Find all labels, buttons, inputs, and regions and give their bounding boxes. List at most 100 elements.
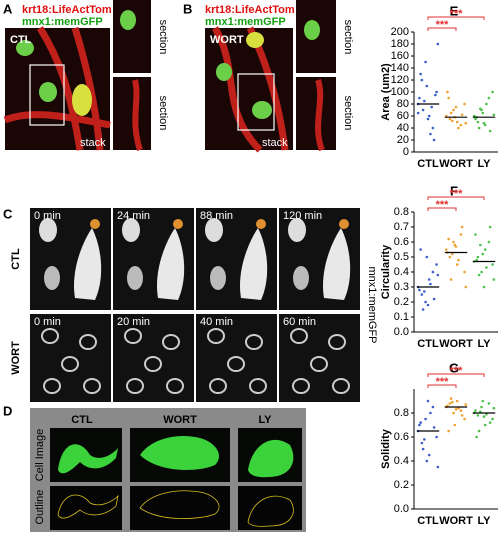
condition-label: WORT: [210, 34, 244, 46]
data-point: [464, 285, 468, 289]
significance-label: ***: [436, 376, 450, 388]
row-label: Cell Image: [34, 429, 46, 482]
image: [238, 486, 302, 530]
image-detail: [310, 356, 328, 372]
y-tick-label: 160: [391, 50, 409, 62]
data-point: [455, 263, 459, 266]
channel-label: krt18:LifeActTom: [205, 4, 295, 16]
time-lapse: CTL 0 min 24 min 88 min 120 min WORT 0 min 20 m…: [10, 208, 360, 402]
data-point: [452, 411, 455, 415]
data-point: [447, 96, 450, 100]
data-point: [454, 105, 458, 109]
image-detail: [39, 218, 57, 242]
data-point: [480, 405, 483, 409]
data-point: [426, 117, 430, 121]
data-point: [418, 288, 421, 292]
image-detail: [315, 79, 325, 152]
data-point: [419, 421, 422, 424]
data-point: [464, 121, 468, 125]
time-label: 120 min: [283, 210, 322, 222]
data-point: [476, 255, 480, 259]
data-point: [474, 409, 477, 412]
significance-label: ***: [436, 19, 450, 31]
y-tick-label: 0.4: [394, 455, 409, 467]
data-point: [477, 273, 481, 277]
panel-label: C: [3, 206, 13, 221]
image-detail: [79, 334, 97, 350]
significance-bracket: [427, 207, 457, 211]
image: [50, 486, 122, 530]
data-point: [424, 60, 427, 64]
image-detail: [16, 40, 34, 56]
data-point: [475, 258, 478, 262]
data-point: [425, 255, 429, 259]
data-point: [420, 293, 424, 296]
image: [113, 77, 151, 150]
data-point: [431, 405, 435, 409]
image-detail: [256, 219, 266, 229]
y-tick-label: 0.8: [394, 407, 409, 419]
data-point: [448, 117, 452, 121]
data-point: [475, 435, 478, 439]
data-point: [421, 447, 425, 451]
image-detail: [140, 435, 220, 470]
data-point: [435, 90, 438, 94]
data-point: [457, 126, 460, 130]
data-point: [435, 263, 438, 266]
image-detail: [249, 378, 267, 394]
image-detail: [90, 219, 100, 229]
data-point: [432, 138, 436, 142]
image-detail: [339, 219, 349, 229]
panel-label: D: [3, 403, 12, 418]
data-point: [432, 426, 436, 429]
data-point: [451, 119, 454, 123]
image-detail: [245, 334, 263, 350]
y-tick-label: 120: [391, 74, 409, 86]
time-label: 88 min: [200, 210, 233, 222]
y-tick-label: 0.5: [394, 251, 409, 263]
data-point: [477, 429, 481, 433]
data-point: [425, 84, 429, 88]
condition-label: CTL: [10, 248, 22, 270]
data-point: [476, 414, 480, 417]
data-point: [418, 96, 421, 100]
data-point: [488, 421, 492, 424]
data-point: [482, 415, 486, 418]
data-point: [455, 399, 459, 403]
image-detail: [122, 218, 140, 242]
data-point: [431, 270, 435, 274]
data-point: [427, 278, 431, 281]
data-point: [481, 111, 485, 115]
data-point: [425, 459, 429, 463]
image-detail: [216, 63, 232, 81]
data-point: [479, 243, 482, 247]
image-detail: [210, 266, 226, 290]
panel-label: A: [3, 1, 13, 16]
section-label: section: [157, 96, 169, 131]
data-point: [487, 240, 491, 244]
data-point: [491, 417, 494, 421]
view-label: stack: [80, 137, 106, 149]
view-label: stack: [262, 137, 288, 149]
column-label: LY: [258, 414, 272, 426]
data-point: [485, 102, 488, 106]
data-point: [491, 90, 494, 94]
data-point: [480, 270, 483, 274]
data-point: [483, 423, 487, 427]
outline: [139, 490, 220, 519]
data-point: [423, 438, 426, 441]
data-point: [454, 408, 458, 411]
data-point: [452, 240, 455, 244]
data-point: [474, 233, 477, 236]
panel-label: F: [450, 183, 458, 198]
section-label: section: [157, 20, 169, 55]
y-tick-label: 40: [397, 122, 409, 134]
data-point: [429, 132, 432, 136]
image-detail: [252, 101, 272, 119]
significance-bracket: [427, 384, 457, 388]
data-point: [455, 120, 459, 124]
image-detail: [304, 20, 320, 40]
data-point: [453, 423, 457, 427]
panel-label: E: [450, 3, 459, 18]
